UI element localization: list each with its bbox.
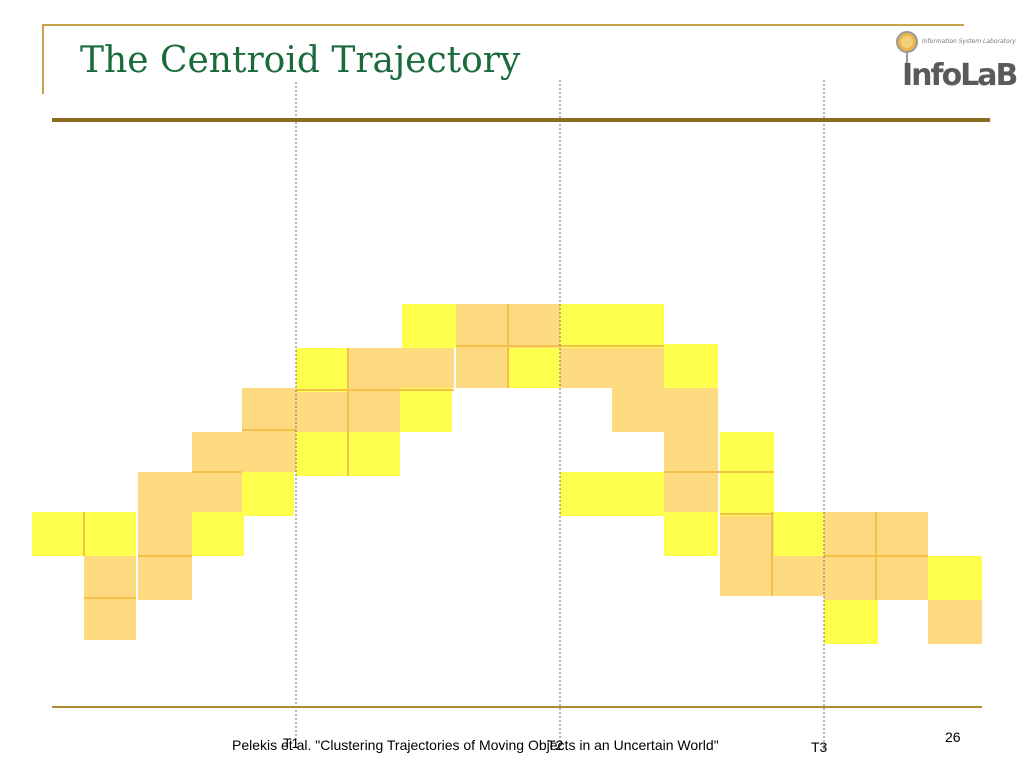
- centroid-cell: [456, 348, 508, 388]
- trajectory-cell: [664, 512, 718, 556]
- logo-subtitle: Information System Laboratory: [922, 38, 1016, 45]
- centroid-cell: [84, 598, 136, 640]
- trajectory-cell: [508, 348, 560, 388]
- centroid-cell: [138, 472, 192, 516]
- trajectory-cell: [720, 472, 774, 516]
- trajectory-cell: [774, 512, 826, 556]
- centroid-cell: [720, 516, 774, 556]
- time-label-t1: T1: [283, 735, 300, 751]
- infolab-logo: Information System Laboratory InfoLaB: [890, 28, 1018, 100]
- centroid-cell: [824, 512, 878, 556]
- centroid-cell: [774, 556, 824, 596]
- trajectory-cell: [32, 512, 84, 556]
- centroid-cell: [242, 432, 296, 472]
- centroid-cell: [348, 348, 400, 392]
- trajectory-cell: [612, 304, 664, 348]
- trajectory-cell: [296, 348, 348, 392]
- cell-borders: [83, 304, 928, 600]
- centroid-cell: [84, 556, 136, 598]
- centroid-cell: [138, 556, 192, 600]
- centroid-cell: [664, 388, 718, 432]
- slide-title: The Centroid Trajectory: [80, 40, 521, 81]
- yellow-cells: [32, 304, 982, 644]
- centroid-cell: [400, 348, 454, 388]
- centroid-cell: [560, 348, 612, 388]
- centroid-cell: [876, 512, 928, 556]
- citation: Pelekis et al. "Clustering Trajectories …: [232, 737, 719, 753]
- page-number: 26: [945, 729, 961, 745]
- centroid-cell: [296, 392, 348, 432]
- title-divider: [52, 118, 990, 122]
- trajectory-cell: [348, 432, 400, 476]
- time-label-t2: T2: [547, 737, 564, 753]
- centroid-cell: [138, 516, 192, 556]
- trajectory-cell: [192, 512, 244, 556]
- trajectory-cell: [720, 432, 774, 476]
- centroid-cell: [508, 304, 560, 348]
- centroid-cell: [876, 556, 928, 600]
- centroid-cell: [348, 392, 400, 432]
- trajectory-cell: [612, 472, 664, 516]
- trajectory-cell: [560, 472, 612, 516]
- trajectory-cell: [400, 388, 452, 432]
- trajectory-cell: [928, 556, 982, 600]
- centroid-cell: [612, 388, 664, 432]
- orange-cells: [84, 304, 982, 644]
- centroid-cell: [664, 432, 718, 472]
- trajectory-cell: [84, 512, 136, 556]
- footer-divider: [52, 706, 982, 708]
- trajectory-cell: [402, 304, 456, 348]
- trajectory-cell: [664, 344, 718, 388]
- time-label-t3: T3: [811, 739, 828, 755]
- centroid-cell: [928, 600, 982, 644]
- slide-frame-top: [42, 24, 964, 26]
- centroid-cell: [664, 472, 718, 512]
- logo-text: InfoLaB: [902, 58, 1018, 93]
- trajectory-cell: [242, 472, 294, 516]
- centroid-cell: [192, 432, 242, 472]
- centroid-cell: [456, 304, 508, 348]
- centroid-cell: [242, 388, 296, 432]
- trajectory-cell: [296, 432, 348, 476]
- centroid-cell: [192, 472, 242, 512]
- trajectory-cell: [560, 304, 612, 348]
- centroid-cell: [824, 556, 878, 600]
- slide-frame-left: [42, 24, 44, 94]
- centroid-cell: [720, 556, 774, 596]
- centroid-cell: [612, 348, 664, 388]
- logo-magnifier-icon: [896, 31, 918, 68]
- trajectory-cell: [824, 600, 878, 644]
